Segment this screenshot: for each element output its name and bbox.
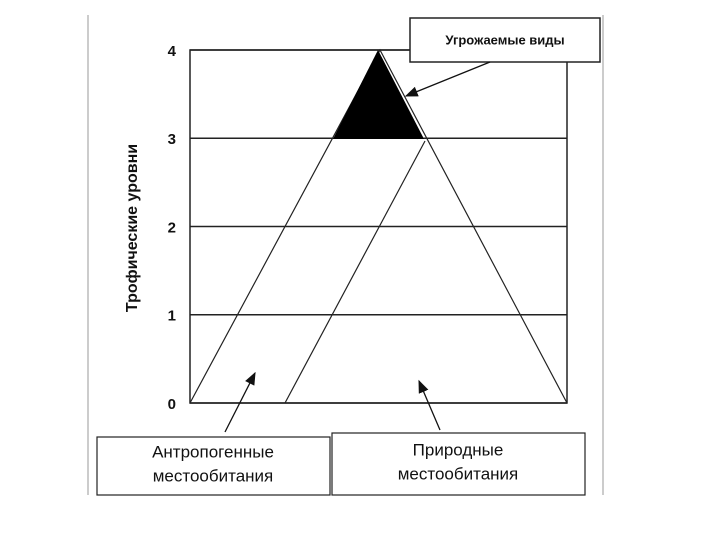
arrow [418,379,441,431]
level-label: 3 [168,131,176,148]
box-text: Природные [413,440,504,459]
box [331,432,586,496]
box [96,436,331,496]
callout-box [409,17,601,63]
axis-label: Трофические уровни [124,144,141,312]
callout-text: Угрожаемые виды [445,32,564,47]
level-label: 1 [168,308,176,325]
pyramid [189,48,568,404]
inner-line [284,140,426,404]
box-text: местообитания [153,466,274,485]
threatened-species-triangle [333,50,424,139]
level-label: 0 [168,396,176,413]
arrow [404,61,491,97]
level-label: 4 [168,43,177,60]
box-text: местообитания [398,464,519,483]
arrow [224,371,256,433]
box-text: Антропогенные [152,442,274,461]
plot-frame [189,49,568,404]
level-label: 2 [168,219,176,236]
